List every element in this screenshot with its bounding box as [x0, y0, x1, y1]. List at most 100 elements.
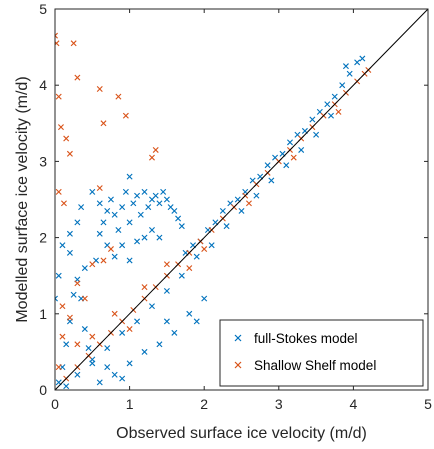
data-point	[119, 242, 126, 249]
x-tick-label: 5	[424, 396, 432, 412]
data-point	[59, 333, 66, 340]
y-tick-label: 1	[39, 306, 47, 322]
data-point	[339, 82, 346, 89]
data-point	[193, 318, 200, 325]
data-point	[141, 284, 148, 291]
data-point	[152, 146, 159, 153]
data-point	[74, 341, 81, 348]
data-point	[55, 93, 62, 100]
data-point	[59, 303, 66, 310]
y-tick-label: 0	[39, 382, 47, 398]
legend-label-full-stokes: full-Stokes model	[254, 331, 358, 346]
data-point	[111, 253, 118, 260]
x-tick-label: 0	[51, 396, 59, 412]
data-point	[89, 333, 96, 340]
data-point	[111, 211, 118, 218]
x-tick-label: 2	[200, 396, 208, 412]
plot-area	[55, 9, 428, 390]
data-point	[63, 383, 70, 390]
data-point	[287, 139, 293, 146]
data-point	[245, 200, 252, 207]
data-point	[126, 173, 133, 180]
data-point	[126, 257, 133, 264]
data-point	[193, 253, 200, 260]
y-tick-label: 5	[39, 1, 47, 17]
data-point	[148, 154, 155, 161]
data-layer	[55, 9, 428, 390]
legend-marker-full-stokes	[234, 334, 242, 342]
data-point	[178, 223, 185, 230]
data-point	[134, 192, 141, 199]
data-point	[74, 371, 81, 378]
data-point	[74, 219, 81, 226]
data-point	[115, 226, 122, 233]
data-point	[359, 55, 366, 62]
data-point	[160, 188, 167, 195]
data-point	[66, 314, 73, 321]
data-point	[100, 257, 107, 264]
data-point	[186, 265, 193, 272]
data-point	[134, 238, 141, 245]
data-point	[171, 329, 178, 336]
x-axis-label: Observed surface ice velocity (m/d)	[116, 425, 367, 442]
data-point	[175, 215, 182, 222]
data-point	[186, 310, 193, 317]
data-point	[208, 242, 215, 249]
data-point	[238, 207, 245, 214]
data-point	[134, 318, 141, 325]
x-tick-label: 4	[350, 396, 358, 412]
data-point	[100, 219, 107, 226]
data-point	[66, 230, 73, 237]
data-point	[313, 131, 320, 138]
data-point	[335, 108, 342, 115]
data-point	[55, 272, 62, 279]
data-point	[163, 318, 170, 325]
data-point	[156, 234, 163, 241]
x-tick-label: 3	[275, 396, 283, 412]
data-point	[70, 40, 77, 47]
data-point	[55, 295, 58, 302]
data-point	[141, 348, 148, 355]
data-point	[163, 261, 170, 268]
legend-marker-shallow-shelf	[234, 361, 242, 369]
data-point	[96, 185, 103, 192]
data-point	[81, 265, 88, 272]
data-point	[126, 219, 133, 226]
data-point	[55, 32, 58, 39]
data-point	[156, 200, 163, 207]
data-point	[100, 120, 107, 127]
data-point	[171, 207, 178, 214]
one-to-one-line	[55, 9, 428, 390]
data-point	[59, 242, 66, 249]
data-point	[145, 204, 152, 211]
data-point	[111, 371, 118, 378]
data-point	[78, 204, 85, 211]
data-point	[156, 341, 163, 348]
series-0	[55, 55, 366, 390]
data-point	[309, 116, 316, 123]
data-point	[96, 230, 103, 237]
data-point	[55, 188, 62, 195]
data-point	[119, 204, 126, 211]
data-point	[55, 40, 60, 47]
data-point	[126, 326, 133, 333]
data-point	[130, 200, 137, 207]
data-point	[107, 246, 114, 253]
data-point	[119, 329, 126, 336]
y-tick-label: 2	[39, 230, 47, 246]
data-point	[63, 135, 70, 142]
data-point	[96, 200, 103, 207]
data-point	[141, 234, 148, 241]
data-point	[60, 200, 67, 207]
data-point	[223, 223, 230, 230]
legend: full-Stokes model Shallow Shelf model	[219, 319, 424, 387]
data-point	[89, 261, 96, 268]
data-point	[85, 345, 92, 352]
data-point	[55, 364, 62, 371]
axes-box	[54, 8, 429, 391]
data-point	[152, 192, 159, 199]
axis-ticks: 0 1 2 3 4 5 0 1 2 3 4 5	[39, 1, 432, 412]
data-point	[163, 287, 170, 294]
data-point	[111, 310, 118, 317]
